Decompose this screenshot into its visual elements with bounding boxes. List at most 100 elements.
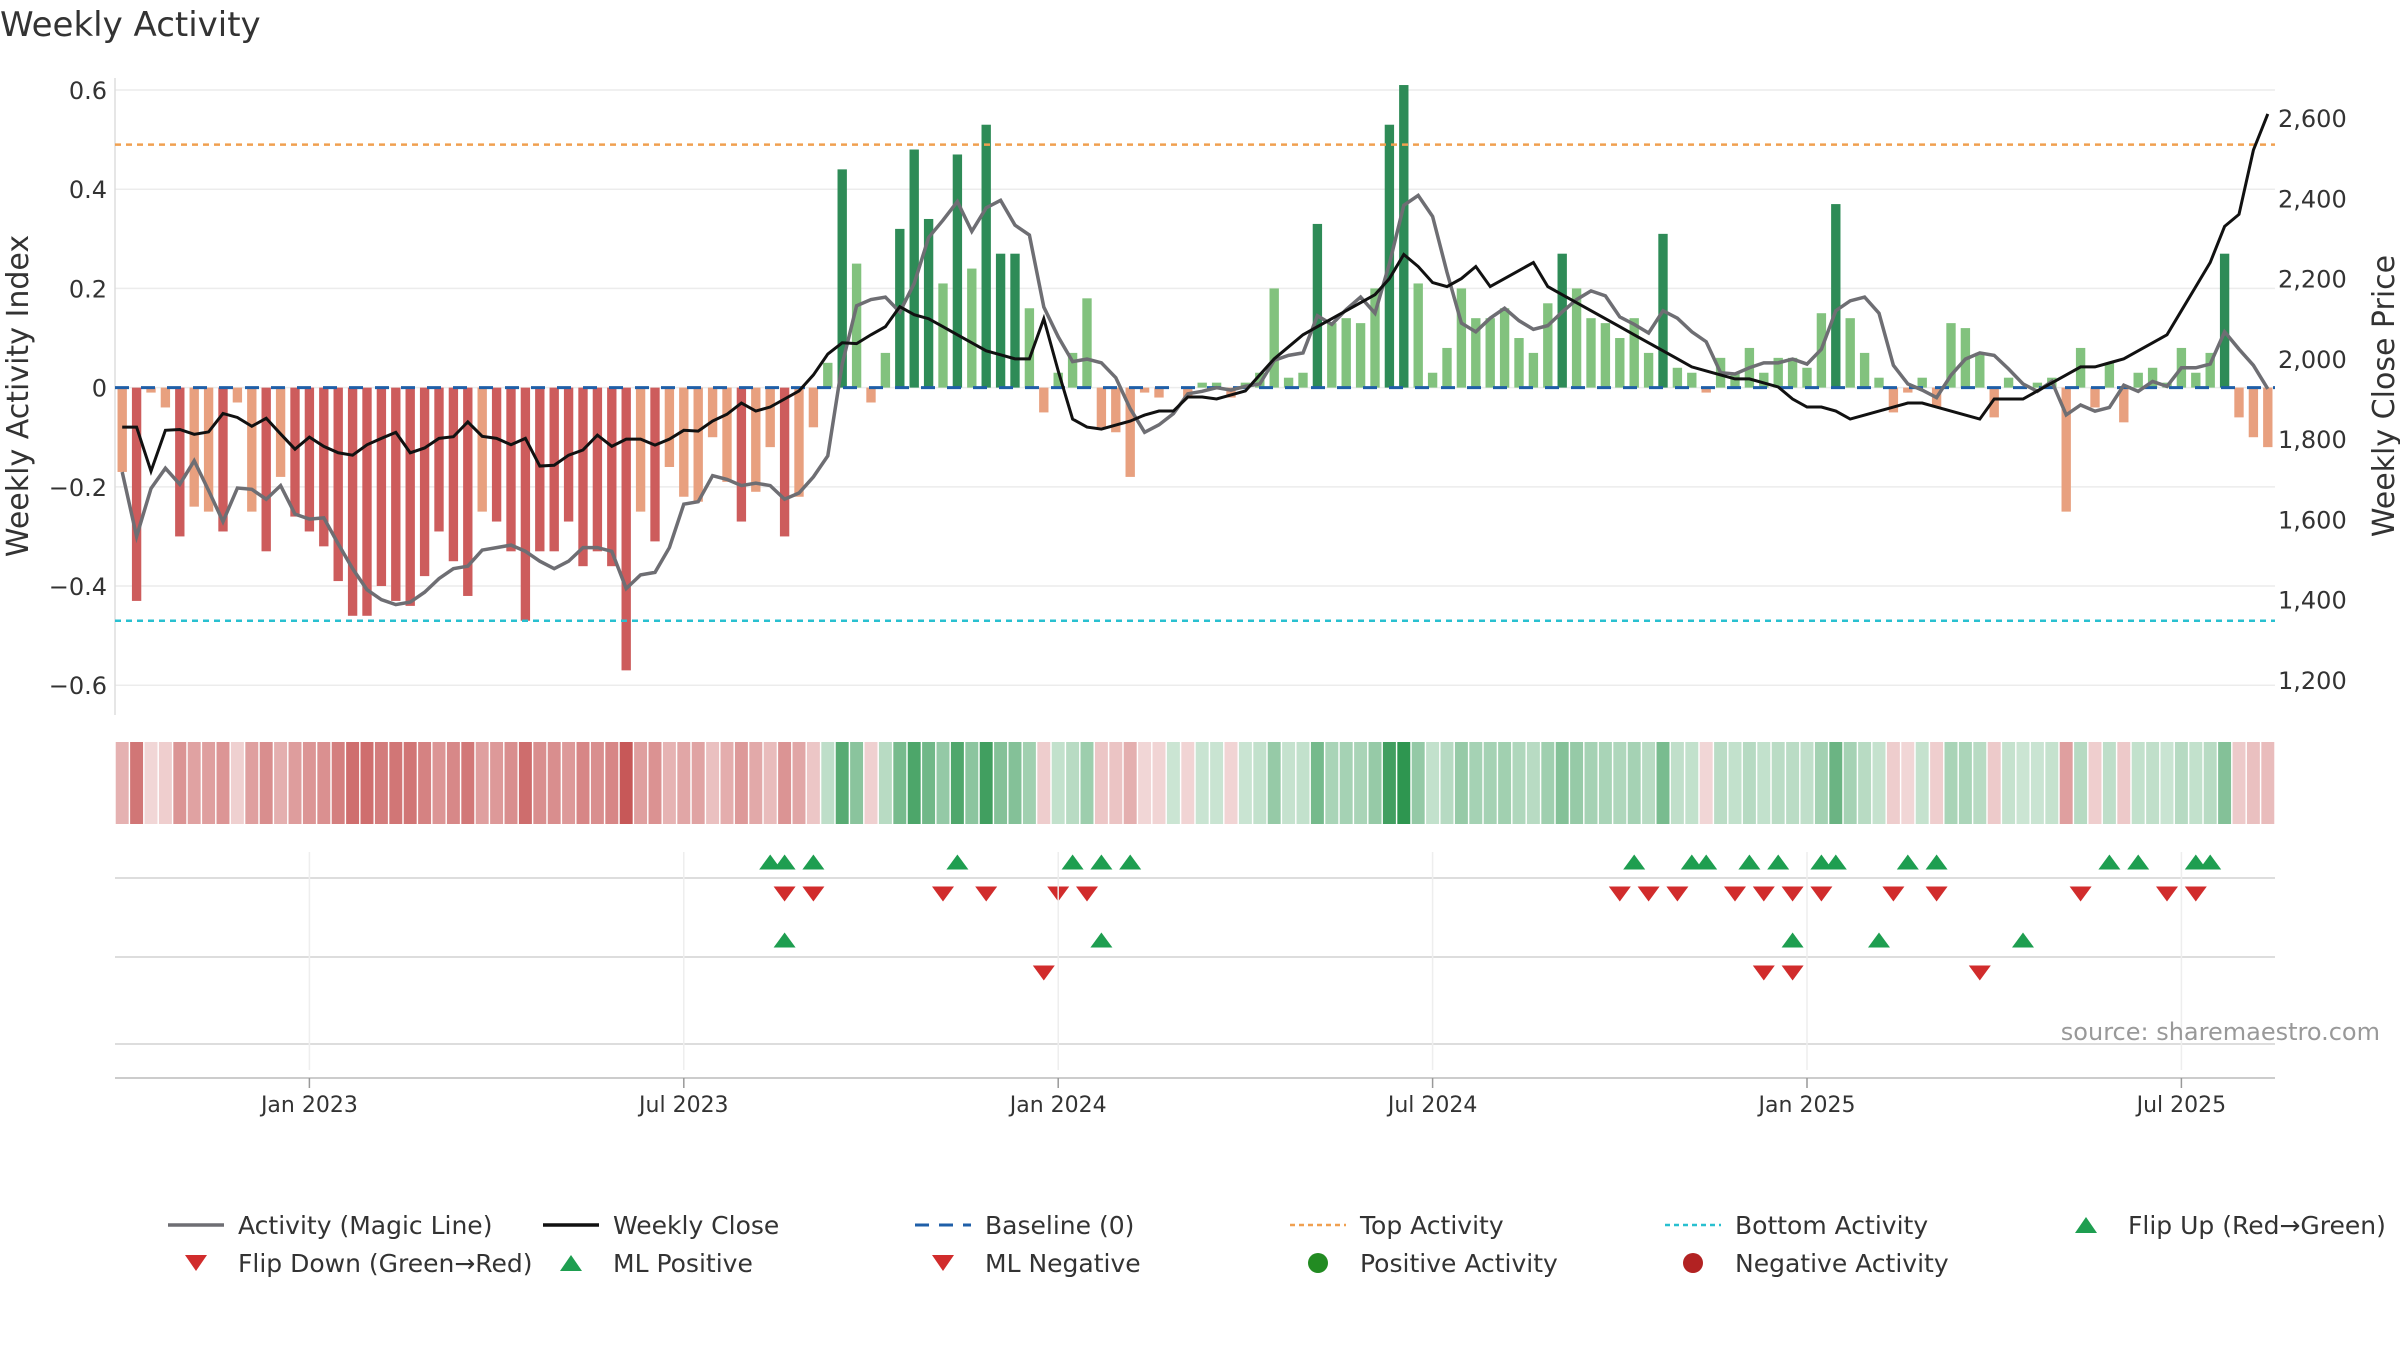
flip-up-marker [802,854,825,870]
strip-cell [677,742,691,824]
strip-cell [634,742,648,824]
activity-bar [823,362,833,388]
legend-label: Negative Activity [1735,1249,1949,1278]
strip-cell [590,742,604,824]
activity-bars [117,85,2273,671]
strip-cell [1282,742,1296,824]
x-tick-label: Jan 2024 [1008,1093,1107,1118]
strip-cell [1742,742,1756,824]
activity-bar [117,387,127,472]
activity-bar [707,387,718,438]
strip-cell [418,742,432,824]
strip-cell [2030,742,2044,824]
strip-cell [547,742,561,824]
strip-cell [763,742,777,824]
strip-cell [994,742,1008,824]
activity-bar [1211,382,1222,388]
flip-down-marker [1076,886,1098,902]
activity-bar [679,387,689,497]
strip-cell [1829,742,1843,824]
flip-up-marker [1925,854,1948,870]
strip-cell [2174,742,2188,824]
activity-bar [578,387,588,567]
legend-label: Positive Activity [1360,1249,1558,1278]
strip-cell [1426,742,1440,824]
activity-bar [2090,387,2100,408]
strip-cell [1958,742,1972,824]
flip-down-marker [1666,886,1689,902]
activity-bar [1125,387,1135,477]
legend-label: Bottom Activity [1735,1211,1928,1240]
activity-bar [1139,387,1150,393]
right-tick-label: 2,200 [2278,266,2347,294]
strip-cell [1800,742,1814,824]
strip-cell [605,742,619,824]
strip-cell [806,742,820,824]
activity-bar [419,387,430,577]
activity-bar [967,268,977,388]
ml-negative-marker [1781,965,1804,981]
strip-cell [1901,742,1915,824]
strip-cell [1771,742,1785,824]
flip-down-marker [1608,886,1631,902]
strip-cell [850,742,864,824]
activity-bar [751,387,761,492]
strip-cell [576,742,590,824]
activity-bar [923,218,934,388]
flip-down-marker [1781,886,1804,902]
activity-bar [304,387,315,532]
strip-cell [1685,742,1699,824]
strip-cell [1152,742,1166,824]
x-tick-label: Jan 2023 [259,1093,358,1118]
flip-down-marker [802,886,825,902]
activity-bar [203,387,214,512]
strip-cell [1555,742,1569,824]
right-tick-label: 1,600 [2278,506,2347,534]
activity-bar [1053,372,1063,388]
activity-bar [1010,253,1020,388]
activity-bar [866,387,876,403]
flip-marker-rows [115,854,2275,1045]
activity-bar [463,387,473,596]
strip-cell [1008,742,1022,824]
activity-bar [1471,318,1481,388]
activity-bar [131,387,142,601]
activity-bar [1370,288,1380,388]
strip-cell [1814,742,1828,824]
legend: Activity (Magic Line) Weekly Close Baselin… [168,1211,2386,1278]
activity-bar [232,387,243,403]
strip-cell [706,742,720,824]
activity-bar [1975,352,1985,388]
strip-cell [461,742,475,824]
flip-up-marker [1810,854,1833,870]
flip-down-marker [2156,886,2178,902]
activity-bar [952,154,963,388]
strip-cell [1656,742,1670,824]
strip-cell [778,742,792,824]
activity-bar [1413,283,1423,388]
activity-bar [995,253,1006,388]
activity-bar [1312,223,1323,388]
activity-bar [1643,352,1654,388]
activity-bar [607,387,617,567]
legend-label: Flip Up (Red→Green) [2128,1211,2386,1240]
flip-down-marker [975,886,998,902]
strip-cell [1512,742,1526,824]
right-tick-label: 2,000 [2278,346,2347,374]
strip-cell [936,742,950,824]
strip-cell [158,742,172,824]
activity-bar [218,387,228,532]
activity-bar [1111,387,1121,433]
activity-bar [319,387,329,547]
activity-bar [2061,387,2071,512]
activity-bar [1255,372,1265,388]
strip-cell [1786,742,1800,824]
activity-bar [1327,323,1337,388]
activity-bar [1615,338,1625,388]
activity-bar [247,387,257,512]
strip-cell [518,742,532,824]
strip-cell [144,742,158,824]
series-lines [120,113,2270,607]
strip-cell [288,742,302,824]
activity-bar [1039,387,1049,413]
